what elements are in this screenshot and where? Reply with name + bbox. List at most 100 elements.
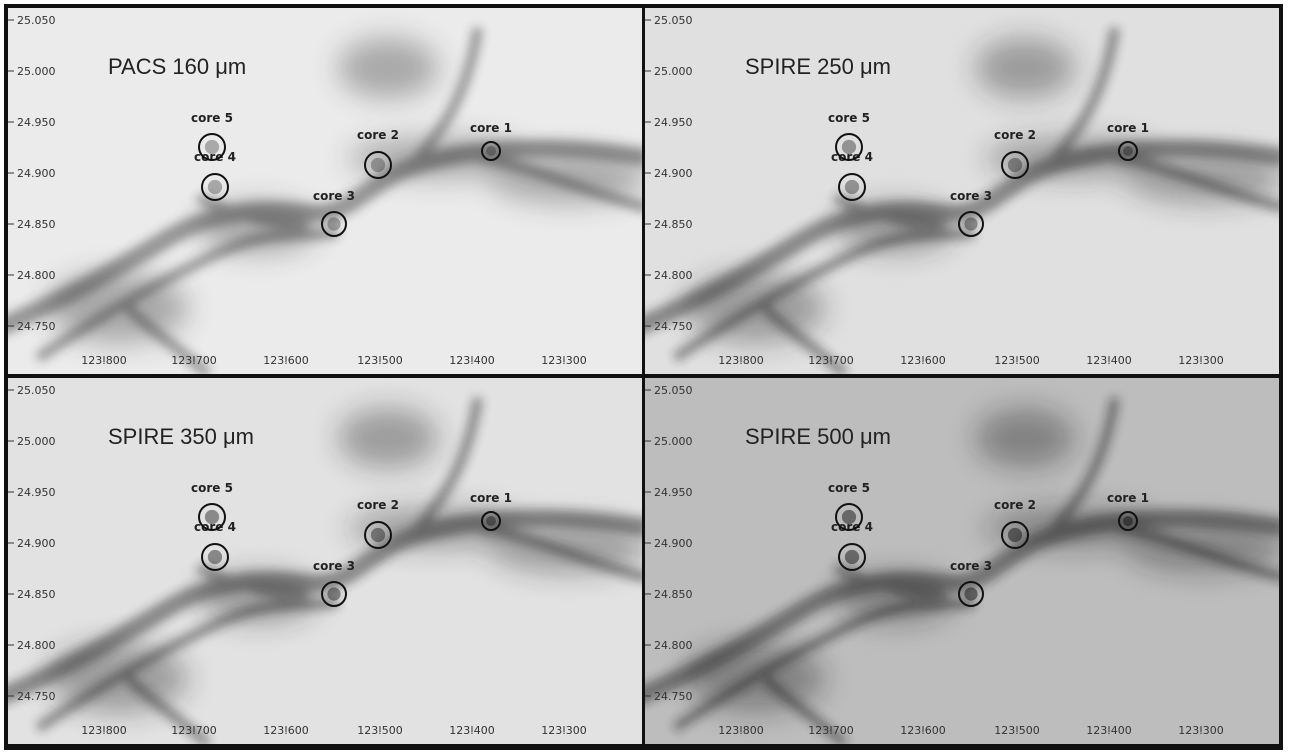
y-tick-label: 25.050	[654, 14, 693, 27]
core-label: core 2	[357, 498, 399, 512]
core-emission	[844, 549, 860, 565]
core-label: core 4	[831, 150, 873, 164]
x-tick-label: 123.400	[449, 354, 495, 367]
panel-spire-250: 25.050 25.000 24.950 24.900 24.850 24.800 24.7…	[645, 8, 1279, 374]
x-tick-label: 123.700	[171, 354, 217, 367]
core-emission	[370, 527, 386, 543]
x-tick-label: 123.400	[1086, 354, 1132, 367]
y-tick-label: 24.750	[654, 320, 693, 333]
core-circle	[198, 503, 226, 531]
core-emission	[207, 549, 223, 565]
y-tick-label: 24.750	[17, 320, 56, 333]
core-emission	[1007, 527, 1023, 543]
y-tick-label: 24.900	[654, 167, 693, 180]
y-tick-label: 24.850	[654, 218, 693, 231]
filaments	[645, 397, 1279, 744]
core-label: core 1	[470, 121, 512, 135]
core-emission	[207, 179, 223, 195]
x-tick-label: 123.700	[808, 724, 854, 737]
y-tick-label: 24.800	[654, 639, 693, 652]
panel-image: 25.050 25.000 24.950 24.900 24.850 24.800 24.7…	[645, 8, 1279, 374]
x-tick-label: 123.600	[900, 354, 946, 367]
y-tick-label: 24.850	[17, 588, 56, 601]
core-emission	[844, 179, 860, 195]
y-tick-label: 25.000	[17, 435, 56, 448]
core-circle	[958, 581, 984, 607]
core-circle	[958, 211, 984, 237]
core-emission	[370, 157, 386, 173]
band-label: SPIRE 250 μm	[745, 54, 891, 79]
core-emission	[841, 509, 857, 525]
core-circle	[1001, 521, 1029, 549]
core-circle	[201, 173, 229, 201]
filaments	[645, 27, 1279, 374]
x-tick-label: 123.300	[541, 724, 587, 737]
core-circle	[1001, 151, 1029, 179]
band-label: PACS 160 μm	[108, 54, 246, 79]
core-label: core 3	[950, 189, 992, 203]
y-tick-label: 24.800	[17, 269, 56, 282]
core-label: core 3	[313, 559, 355, 573]
core-circle	[481, 511, 501, 531]
y-tick-label: 24.900	[17, 537, 56, 550]
filaments	[8, 27, 642, 374]
x-tick-label: 123.300	[541, 354, 587, 367]
x-tick-label: 123.500	[994, 354, 1040, 367]
panel-image: 25.050 25.000 24.950 24.900 24.850 24.800 24.7…	[8, 8, 642, 374]
y-tick-label: 24.900	[17, 167, 56, 180]
x-tick-label: 123.500	[357, 354, 403, 367]
core-label: core 3	[950, 559, 992, 573]
panel-spire-350: 25.050 25.000 24.950 24.900 24.850 24.800 24.7…	[8, 378, 642, 744]
core-emission	[964, 587, 978, 601]
core-circle	[835, 133, 863, 161]
core-circle	[838, 543, 866, 571]
core-emission	[204, 139, 220, 155]
y-tick-label: 25.050	[654, 384, 693, 397]
x-tick-label: 123.300	[1178, 724, 1224, 737]
core-circle	[481, 141, 501, 161]
y-tick-label: 25.050	[17, 14, 56, 27]
core-circle	[321, 211, 347, 237]
x-tick-label: 123.600	[900, 724, 946, 737]
core-emission	[964, 217, 978, 231]
x-tick-label: 123.800	[81, 724, 127, 737]
core-circle	[198, 133, 226, 161]
x-tick-label: 123.400	[1086, 724, 1132, 737]
core-emission	[841, 139, 857, 155]
core-circle	[1118, 141, 1138, 161]
core-circle	[364, 151, 392, 179]
band-label: SPIRE 350 μm	[108, 424, 254, 449]
core-label: core 4	[194, 150, 236, 164]
y-tick-label: 24.750	[654, 690, 693, 703]
x-tick-label: 123.500	[994, 724, 1040, 737]
core-emission	[327, 587, 341, 601]
core-emission	[327, 217, 341, 231]
x-tick-label: 123.600	[263, 724, 309, 737]
core-label: core 2	[357, 128, 399, 142]
core-emission	[486, 516, 496, 526]
core-label: core 5	[191, 111, 233, 125]
core-emission	[486, 146, 496, 156]
y-tick-label: 24.950	[654, 486, 693, 499]
x-tick-label: 123.500	[357, 724, 403, 737]
core-circle	[364, 521, 392, 549]
x-tick-label: 123.700	[808, 354, 854, 367]
y-tick-label: 25.050	[17, 384, 56, 397]
y-tick-label: 24.950	[654, 116, 693, 129]
y-tick-label: 24.850	[654, 588, 693, 601]
x-tick-label: 123.800	[81, 354, 127, 367]
core-emission	[1123, 516, 1133, 526]
core-circle	[1118, 511, 1138, 531]
core-circle	[321, 581, 347, 607]
core-label: core 4	[194, 520, 236, 534]
panel-pacs-160: 25.050 25.000 24.950 24.900 24.850 24.800 24.7…	[8, 8, 642, 374]
y-tick-label: 24.950	[17, 486, 56, 499]
y-tick-label: 24.850	[17, 218, 56, 231]
core-label: core 2	[994, 498, 1036, 512]
x-tick-label: 123.800	[718, 354, 764, 367]
core-emission	[1007, 157, 1023, 173]
core-circle	[201, 543, 229, 571]
panel-image: 25.050 25.000 24.950 24.900 24.850 24.800 24.7…	[645, 378, 1279, 744]
core-circle	[835, 503, 863, 531]
core-label: core 1	[1107, 491, 1149, 505]
